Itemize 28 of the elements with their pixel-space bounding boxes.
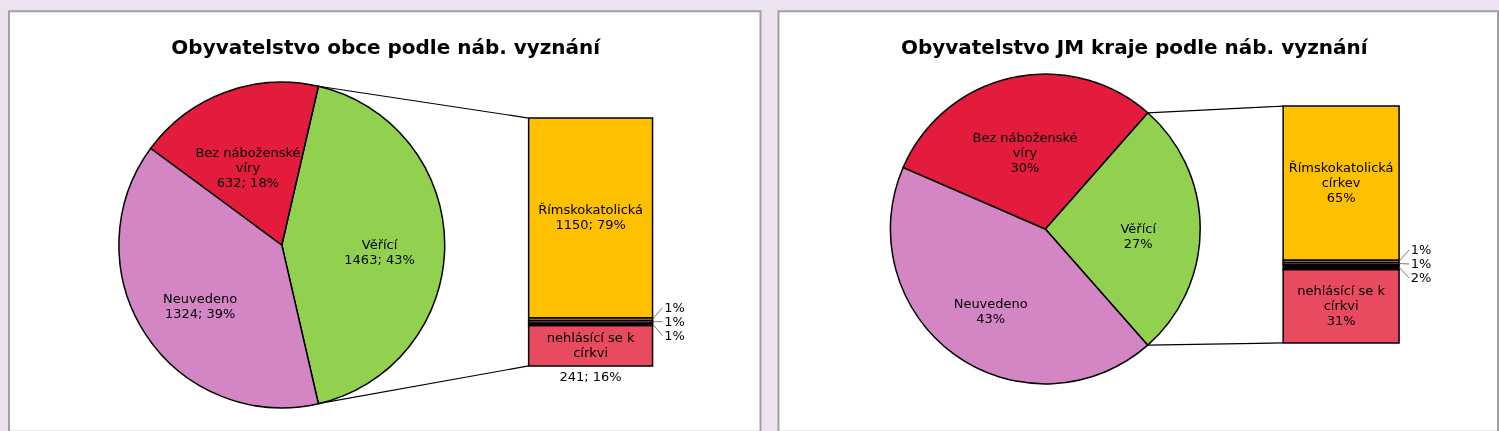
series-label: Římskokatolická církev <box>1288 160 1394 191</box>
chart-title: Obyvatelstvo obce podle náb. vyznání <box>171 35 602 60</box>
data-label: 27% <box>1123 235 1153 251</box>
data-label: 43% <box>976 311 1006 327</box>
data-label: 632; 18% <box>216 175 279 191</box>
series-label: nehlásící se k církvi <box>1297 283 1386 314</box>
data-label: 2% <box>1410 269 1432 285</box>
slice-label: Věřící <box>1120 220 1157 236</box>
series-label: Římskokatolická <box>538 202 644 218</box>
slice-label: Bez náboženské víry <box>972 130 1078 161</box>
slice-label: Neuvedeno <box>953 296 1028 312</box>
data-label: 1324; 39% <box>164 305 236 321</box>
data-label: 30% <box>1010 160 1040 176</box>
chart-title: Obyvatelstvo JM kraje podle náb. vyznání <box>900 35 1369 60</box>
data-label: 1% <box>664 313 685 329</box>
data-label: 1% <box>1410 255 1432 271</box>
slice-label: Neuvedeno <box>163 290 238 306</box>
data-label: 1% <box>664 327 685 343</box>
slice-label: Bez náboženské víry <box>195 145 301 176</box>
slice-label: Věřící <box>361 236 398 252</box>
series-label: nehlásící se k církvi <box>546 330 635 361</box>
data-label: 1% <box>1410 241 1432 257</box>
data-label: 241; 16% <box>559 368 622 384</box>
data-label: 1150; 79% <box>555 217 626 233</box>
data-label: 1463; 43% <box>344 251 415 267</box>
data-label: 31% <box>1326 313 1356 329</box>
data-label: 1% <box>664 299 685 315</box>
data-label: 65% <box>1326 190 1356 206</box>
